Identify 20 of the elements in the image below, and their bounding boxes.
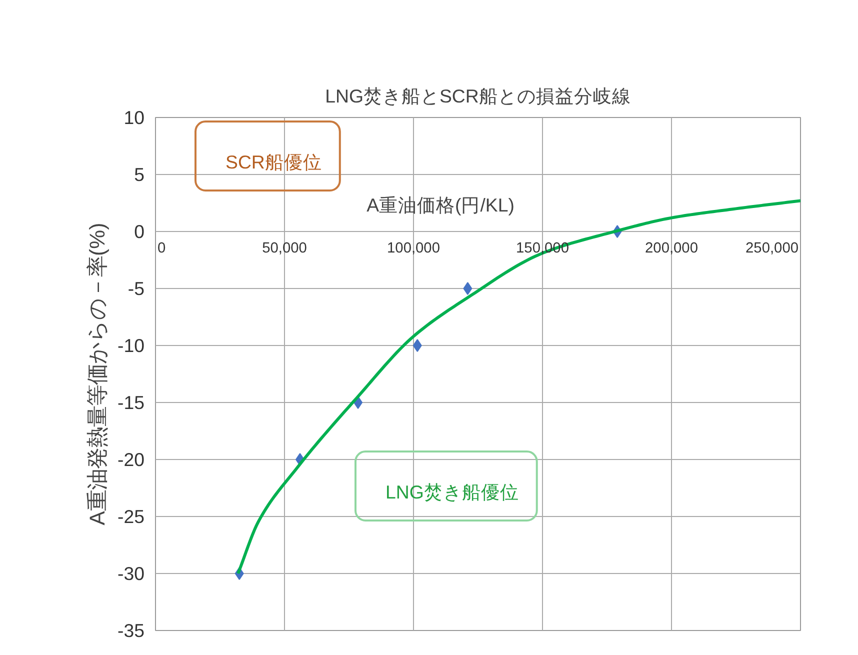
y-tick-label: 0 [134, 221, 145, 242]
x-tick-label: 200,000 [645, 240, 698, 256]
y-tick-label: -15 [118, 392, 145, 413]
y-tick-label: -20 [118, 449, 145, 470]
y-tick-label: 10 [124, 107, 145, 128]
y-axis-title: A重油発熱量等価からの－率(%) [86, 222, 110, 526]
y-tick-label: -30 [118, 563, 145, 584]
y-tick-label: -10 [118, 335, 145, 356]
x-axis-title: A重油価格(円/KL) [366, 194, 514, 216]
x-tick-label: 250,000 [746, 240, 799, 256]
annotation: LNG焚き船優位 [386, 482, 519, 502]
x-tick-label: 0 [158, 240, 166, 256]
chart-title: LNG焚き船とSCR船との損益分岐線 [325, 86, 631, 106]
y-tick-label: 5 [134, 164, 145, 185]
y-tick-label: -5 [128, 278, 145, 299]
annotation: SCR船優位 [226, 152, 322, 172]
x-tick-label: 50,000 [262, 240, 307, 256]
y-tick-label: -25 [118, 506, 145, 527]
y-tick-label: -35 [118, 620, 145, 641]
x-tick-label: 100,000 [387, 240, 440, 256]
